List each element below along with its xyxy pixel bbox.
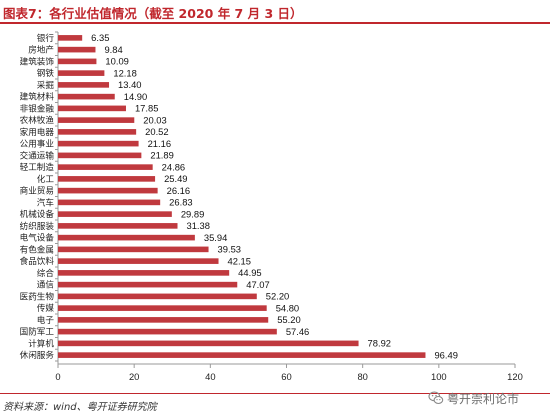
x-tick-label: 60 [281,371,291,382]
value-label: 78.92 [368,338,391,349]
value-label: 26.16 [167,185,190,196]
category-label: 建筑装饰 [20,55,55,67]
chart-title: 图表7：各行业估值情况（截至 2020 年 7 月 3 日） [3,6,303,21]
bar-chart: 银行 6.35 房地产 9.84 建筑装饰 10.09 钢铁 12.18 采掘 13.40 建筑材料… [20,31,523,382]
bar [58,164,153,170]
value-label: 12.18 [113,67,136,78]
value-label: 35.94 [204,232,227,243]
value-label: 29.89 [181,208,204,219]
value-label: 57.46 [286,326,309,337]
x-tick-label: 120 [507,371,523,382]
bar [58,187,158,194]
bar [58,46,96,53]
category-label: 有色金属 [20,243,54,255]
category-label: 轻工制造 [20,161,55,173]
bar [58,105,126,112]
bar [58,340,359,347]
value-label: 10.09 [105,56,128,67]
value-label: 26.83 [169,197,192,208]
value-label: 39.53 [218,244,241,255]
value-label: 44.95 [238,267,261,278]
value-label: 21.16 [148,138,171,149]
x-tick-label: 100 [431,371,447,382]
x-tick-label: 0 [55,371,60,382]
bar [58,211,172,217]
bar [58,305,267,311]
category-label: 传媒 [37,302,55,314]
category-label: 建筑材料 [20,91,55,103]
value-label: 55.20 [277,314,300,325]
bar [58,35,83,41]
category-label: 通信 [37,279,55,291]
footer-divider [0,393,550,394]
value-label: 21.89 [150,150,173,161]
category-label: 交通运输 [20,149,55,161]
bar [58,70,105,76]
category-label: 纺织服装 [20,220,55,232]
bar [58,328,277,335]
value-label: 13.40 [118,79,141,90]
source-note: 资料来源：wind、粤开证券研究院 [3,402,157,413]
x-tick-label: 20 [129,371,139,382]
bar [58,93,115,100]
category-label: 农林牧渔 [20,114,55,126]
bar [58,176,156,182]
bar [58,234,195,241]
bar [58,58,97,65]
wechat-icon [428,391,444,405]
title-bar: 图表7：各行业估值情况（截至 2020 年 7 月 3 日） [0,0,550,24]
watermark: 粤开崇利论市 [428,389,519,407]
category-label: 食品饮料 [20,255,55,267]
value-label: 24.86 [162,161,185,172]
value-label: 47.07 [246,279,269,290]
category-label: 化工 [37,173,55,185]
category-label: 银行 [37,32,55,44]
category-label: 钢铁 [37,67,55,79]
value-label: 9.84 [104,44,122,55]
bar [58,152,142,159]
category-label: 国防军工 [20,326,55,338]
value-label: 20.03 [143,114,166,125]
x-tick-label: 40 [205,371,215,382]
value-label: 6.35 [91,32,109,43]
bar [58,270,230,276]
value-label: 42.15 [228,255,251,266]
value-label: 20.52 [145,126,168,137]
category-label: 公用事业 [20,138,55,150]
value-label: 54.80 [276,302,299,313]
bar [58,199,161,206]
category-label: 综合 [37,267,55,279]
value-label: 96.49 [434,349,457,360]
value-label: 52.20 [266,291,289,302]
bar [58,82,110,88]
bar [58,352,426,358]
category-label: 汽车 [37,196,55,208]
category-label: 计算机 [28,337,54,349]
category-label: 机械设备 [20,208,55,220]
bar [58,281,238,288]
bar [58,129,137,135]
bar [58,223,178,229]
category-label: 房地产 [28,44,54,56]
category-label: 休闲服务 [20,349,55,361]
category-label: 非银金融 [20,102,55,114]
bar [58,246,209,253]
bar [58,258,219,264]
x-tick-label: 80 [357,371,367,382]
value-label: 14.90 [124,91,147,102]
value-label: 25.49 [164,173,187,184]
category-label: 采掘 [37,79,54,91]
bar [58,117,135,123]
category-label: 商业贸易 [20,185,54,197]
category-label: 医药生物 [20,290,55,302]
bar [58,293,257,300]
category-label: 电气设备 [20,232,55,244]
category-label: 家用电器 [20,126,55,138]
value-label: 17.85 [135,103,158,114]
value-label: 31.38 [187,220,210,231]
bar [58,140,139,147]
watermark-text: 粤开崇利论市 [447,391,520,406]
category-label: 电子 [37,314,55,326]
bar [58,317,269,323]
